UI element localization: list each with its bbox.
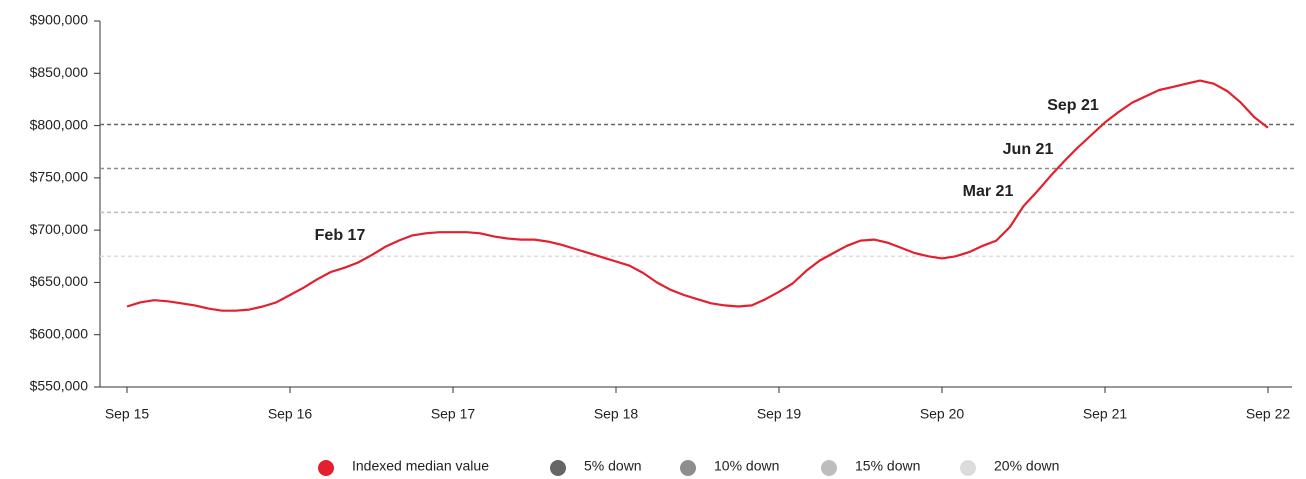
- y-tick-label: $600,000: [30, 325, 89, 341]
- x-tick-label: Sep 22: [1246, 406, 1291, 422]
- y-tick-label: $550,000: [30, 378, 89, 394]
- legend-swatch: [821, 460, 837, 476]
- y-tick-label: $750,000: [30, 169, 89, 185]
- y-tick-label: $700,000: [30, 221, 89, 237]
- y-tick-label: $800,000: [30, 116, 89, 132]
- x-tick-label: Sep 16: [268, 406, 313, 422]
- x-tick-label: Sep 18: [594, 406, 639, 422]
- y-tick-label: $900,000: [30, 12, 89, 28]
- line-series: [126, 79, 1269, 312]
- legend-label: 5% down: [584, 458, 642, 474]
- annotation: Jun 21: [1003, 141, 1054, 158]
- x-tick-label: Sep 17: [431, 406, 476, 422]
- y-tick-label: $650,000: [30, 273, 89, 289]
- x-tick-label: Sep 21: [1083, 406, 1128, 422]
- y-tick-label: $850,000: [30, 64, 89, 80]
- legend-swatch: [318, 460, 334, 476]
- legend-swatch: [550, 460, 566, 476]
- legend-swatch: [680, 460, 696, 476]
- legend-label: 20% down: [994, 458, 1059, 474]
- x-tick-label: Sep 15: [105, 406, 150, 422]
- legend-label: 10% down: [714, 458, 779, 474]
- annotation: Mar 21: [963, 183, 1014, 200]
- legend-label: 15% down: [855, 458, 920, 474]
- annotation: Sep 21: [1047, 97, 1099, 114]
- annotation: Feb 17: [315, 227, 366, 244]
- x-tick-label: Sep 20: [920, 406, 965, 422]
- legend-label: Indexed median value: [352, 458, 489, 474]
- legend-swatch: [960, 460, 976, 476]
- x-tick-label: Sep 19: [757, 406, 802, 422]
